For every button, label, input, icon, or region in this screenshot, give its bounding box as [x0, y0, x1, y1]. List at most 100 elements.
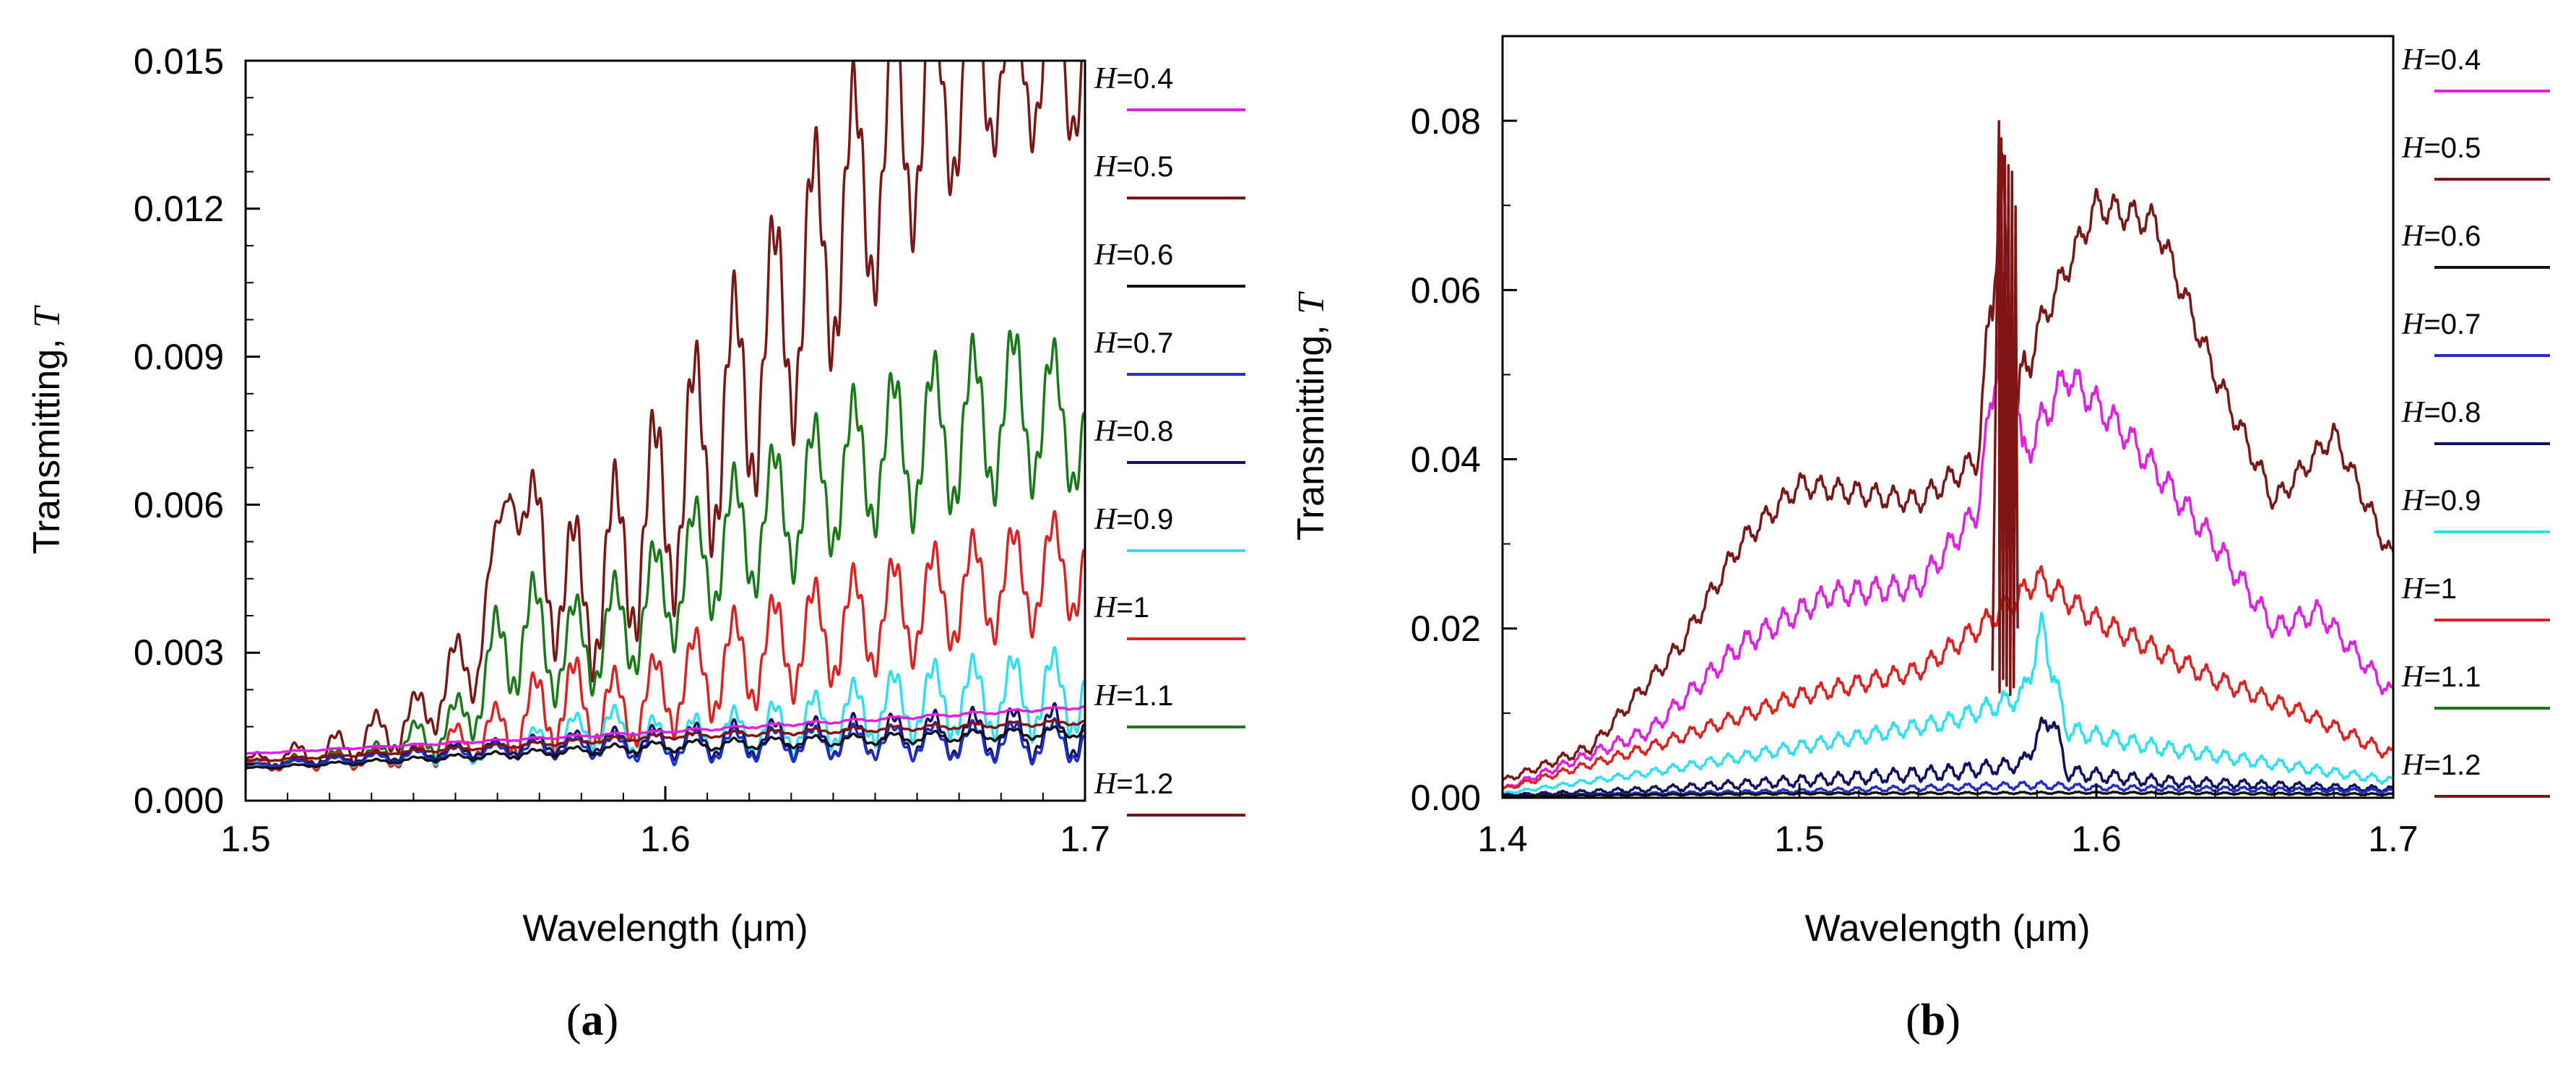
- legend-label: H=0.8: [2401, 396, 2481, 429]
- panel-b-ytick-label: 0.00: [1411, 778, 1481, 818]
- series-line-H=1.2: [246, 61, 1084, 771]
- legend-value: =0.6: [2424, 220, 2481, 252]
- legend-symbol: H: [1094, 238, 1118, 272]
- panel-a-caption: (a): [566, 996, 618, 1045]
- legend-label: H=0.7: [1094, 327, 1173, 360]
- series-line-H=1.1: [246, 330, 1085, 772]
- legend-label: H=1: [2401, 572, 2457, 606]
- panel-a-ytick-label: 0.012: [134, 189, 224, 229]
- legend-label: H=0.6: [2401, 220, 2481, 253]
- legend-value: =1: [1116, 592, 1149, 624]
- legend-symbol: H: [2401, 308, 2426, 341]
- series-line-H=0.4: [246, 705, 1085, 755]
- legend-symbol: H: [1094, 503, 1118, 536]
- panel-a-xtick-label: 1.7: [1060, 819, 1110, 859]
- legend-symbol: H: [2401, 396, 2426, 429]
- legend-value: =1.2: [2424, 749, 2481, 781]
- legend-value: =0.9: [1116, 504, 1173, 535]
- panel-b-xtick-label: 1.5: [1774, 819, 1825, 859]
- series-line-H=1.2: [1503, 150, 2393, 782]
- panel-a-ticks: [244, 59, 1086, 802]
- panel-b-x-axis-title: Wavelength (μm): [1805, 908, 2090, 950]
- panel-a-x-axis-title: Wavelength (μm): [522, 908, 808, 950]
- series-line-H=0.5: [246, 718, 1085, 763]
- panel-b-caption: (b): [1906, 996, 1961, 1045]
- panel-b-legend: H=0.4H=0.5H=0.6H=0.7H=0.8H=0.9H=1H=1.1H=…: [2401, 43, 2550, 798]
- panel-a-curves: [246, 61, 1085, 772]
- series-line-H=0.7: [246, 717, 1085, 768]
- panel-a-ytick-label: 0.006: [134, 485, 224, 525]
- legend-value: =0.5: [1116, 151, 1173, 183]
- legend-label: H=0.4: [1094, 62, 1173, 95]
- legend-label: H=1.2: [1094, 767, 1173, 801]
- series-line-H=1: [1503, 565, 2393, 791]
- panel-b-ytick-label: 0.04: [1411, 439, 1481, 480]
- panel-a-xtick-label: 1.6: [640, 819, 691, 859]
- legend-value: =0.5: [2424, 132, 2481, 164]
- legend-label: H=0.9: [2401, 484, 2481, 517]
- legend-label: H=0.5: [1094, 150, 1173, 184]
- series-line-H=0.4: [1503, 254, 2393, 791]
- legend-symbol: H: [2401, 484, 2426, 517]
- legend-value: =0.8: [1116, 416, 1173, 447]
- legend-label: H=1.1: [1094, 679, 1173, 713]
- series-line-H=0.7: [1503, 780, 2393, 798]
- panel-b-ticks: [1501, 119, 2395, 799]
- legend-label: H=0.9: [1094, 503, 1173, 536]
- legend-value: =0.7: [1116, 327, 1173, 359]
- panel-a-y-axis-title: Transmitting, T: [26, 305, 68, 554]
- panel-b-ytick-label: 0.08: [1411, 101, 1481, 142]
- legend-value: =0.9: [2424, 485, 2481, 517]
- legend-value: =0.8: [2424, 397, 2481, 429]
- legend-value: =0.6: [1116, 239, 1173, 271]
- legend-symbol: H: [2401, 132, 2426, 165]
- series-line-H=0.9: [1503, 611, 2393, 795]
- legend-symbol: H: [1094, 415, 1118, 448]
- panel-b-curves: [1503, 120, 2393, 798]
- legend-value: =0.4: [1116, 63, 1173, 95]
- legend-label: H=0.4: [2401, 43, 2481, 77]
- legend-value: =1.1: [1116, 680, 1173, 712]
- legend-symbol: H: [1094, 327, 1118, 360]
- legend-value: =0.4: [2424, 44, 2481, 76]
- panel-a-xtick-label: 1.5: [220, 819, 271, 859]
- panel-b: 0.00 0.02 0.04 0.06 0.08 1.4 1.5 1.6 1.7…: [1290, 35, 2550, 1045]
- legend-value: =1.2: [1116, 768, 1173, 800]
- legend-symbol: H: [1094, 679, 1118, 713]
- panel-b-xtick-label: 1.6: [2071, 819, 2122, 859]
- legend-label: H=0.7: [2401, 308, 2481, 341]
- panel-a-ytick-label: 0.000: [134, 780, 224, 821]
- legend-label: H=1.1: [2401, 660, 2481, 694]
- legend-label: H=0.5: [2401, 132, 2481, 165]
- legend-value: =1: [2424, 573, 2457, 605]
- legend-value: =1.1: [2424, 661, 2481, 693]
- panel-a-ytick-label: 0.015: [134, 41, 224, 82]
- panel-b-ytick-label: 0.06: [1411, 270, 1481, 311]
- panel-a-legend: H=0.4H=0.5H=0.6H=0.7H=0.8H=0.9H=1H=1.1H=…: [1094, 62, 1245, 817]
- panel-b-y-axis-title: Transmitting, T: [1290, 291, 1332, 541]
- legend-symbol: H: [1094, 150, 1118, 184]
- legend-label: H=1: [1094, 591, 1149, 624]
- panel-a-ytick-label: 0.009: [134, 337, 224, 377]
- legend-symbol: H: [2401, 749, 2426, 782]
- series-line-H=0.5: [1991, 120, 2019, 697]
- series-line-H=0.6: [246, 725, 1085, 770]
- panel-b-ytick-label: 0.02: [1411, 608, 1481, 649]
- legend-symbol: H: [2401, 660, 2426, 694]
- panel-a: 0.000 0.003 0.006 0.009 0.012 0.015 1.5 …: [26, 41, 1245, 1045]
- series-line-H=0.8: [1503, 716, 2393, 797]
- legend-symbol: H: [1094, 767, 1118, 801]
- panel-a-ytick-label: 0.003: [134, 632, 224, 673]
- legend-value: =0.7: [2424, 309, 2481, 340]
- panel-b-xtick-label: 1.4: [1477, 819, 1528, 859]
- legend-label: H=0.8: [1094, 415, 1173, 448]
- legend-symbol: H: [2401, 220, 2426, 253]
- legend-symbol: H: [1094, 62, 1118, 95]
- panel-b-xtick-label: 1.7: [2368, 819, 2419, 859]
- legend-symbol: H: [2401, 43, 2426, 77]
- panel-b-plot-frame: [1501, 35, 2395, 799]
- legend-label: H=0.6: [1094, 238, 1173, 272]
- legend-symbol: H: [1094, 591, 1118, 624]
